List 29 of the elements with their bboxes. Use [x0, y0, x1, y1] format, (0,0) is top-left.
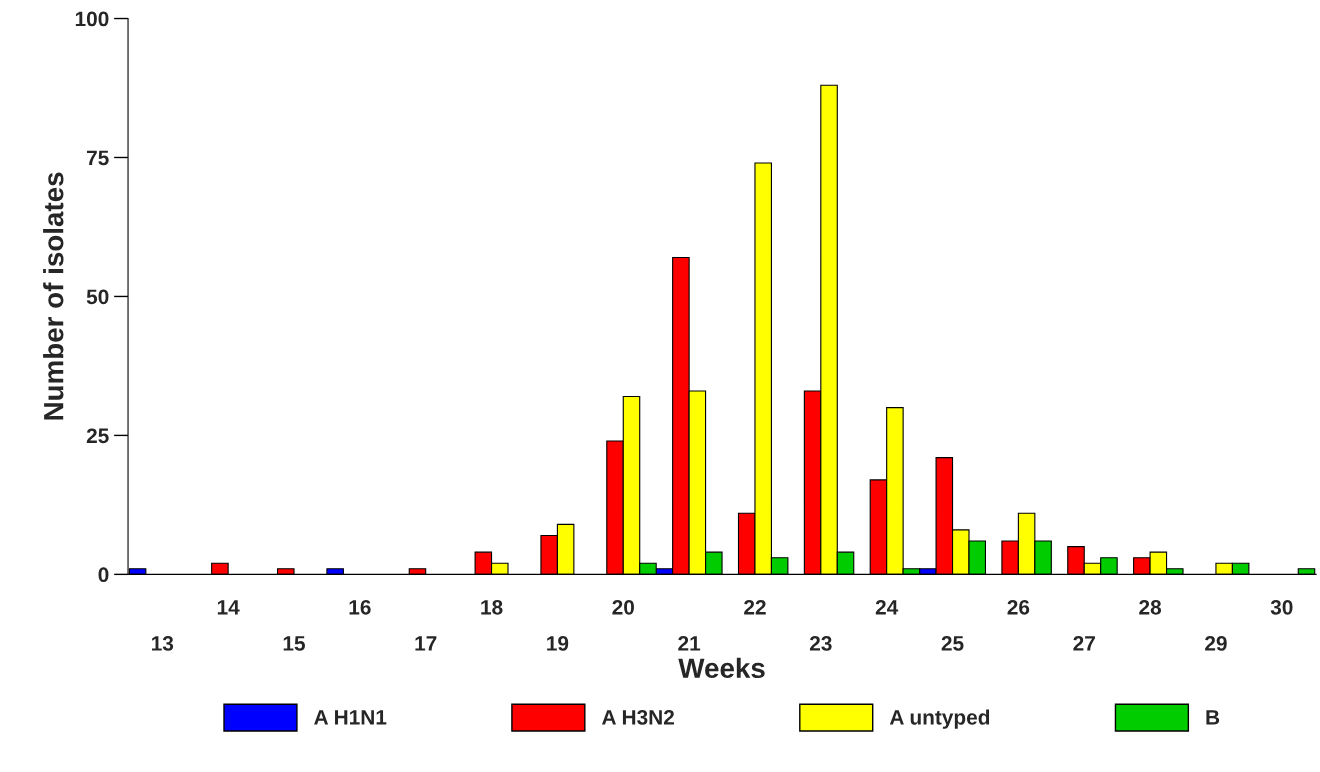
x-tick-label: 22	[744, 599, 766, 615]
y-tick-label: 75	[87, 150, 109, 166]
x-tick-label: 28	[1139, 599, 1162, 615]
y-tick-label: 50	[86, 289, 109, 305]
x-tick-label: 23	[809, 636, 832, 651]
y-tick-label: 25	[86, 428, 109, 444]
y-tick-label: 100	[75, 11, 109, 27]
x-tick-label: 14	[217, 600, 240, 615]
x-tick-label: 16	[349, 599, 371, 615]
legend-label: B	[1206, 710, 1220, 725]
legend-label: A H1N1	[314, 710, 387, 725]
y-tick-label: 0	[98, 567, 109, 583]
x-tick-label: 29	[1205, 636, 1227, 651]
x-tick-label: 15	[283, 636, 305, 651]
x-tick-label: 19	[547, 636, 569, 651]
x-tick-label: 18	[481, 599, 503, 615]
x-tick-label: 17	[415, 636, 437, 651]
x-tick-label: 27	[1073, 636, 1095, 651]
x-tick-label: 24	[875, 599, 899, 615]
legend-label: A untyped	[889, 709, 990, 729]
y-axis-title: Number of isolates	[43, 172, 64, 420]
x-axis-title: Weeks	[678, 657, 765, 679]
x-tick-label: 20	[612, 599, 634, 615]
x-tick-label: 30	[1270, 599, 1293, 615]
x-tick-label: 21	[678, 636, 701, 651]
x-tick-label: 13	[152, 636, 174, 651]
x-tick-label: 25	[941, 636, 964, 651]
x-tick-label: 26	[1007, 599, 1030, 615]
legend-label: A H3N2	[602, 709, 674, 725]
